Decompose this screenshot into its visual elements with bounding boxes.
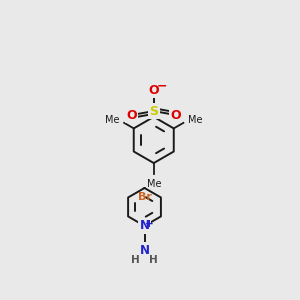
Text: Me: Me: [105, 115, 120, 125]
Text: N: N: [140, 219, 149, 232]
Text: O: O: [148, 84, 159, 97]
Text: −: −: [157, 80, 167, 93]
Text: N: N: [140, 244, 149, 256]
Text: O: O: [170, 109, 181, 122]
Text: S: S: [149, 105, 158, 118]
Text: H: H: [131, 255, 140, 265]
Text: Me: Me: [146, 179, 161, 189]
Text: O: O: [127, 109, 137, 122]
Text: +: +: [145, 219, 154, 229]
Text: Me: Me: [188, 115, 202, 125]
Text: Br: Br: [138, 192, 152, 202]
Text: H: H: [149, 255, 158, 265]
